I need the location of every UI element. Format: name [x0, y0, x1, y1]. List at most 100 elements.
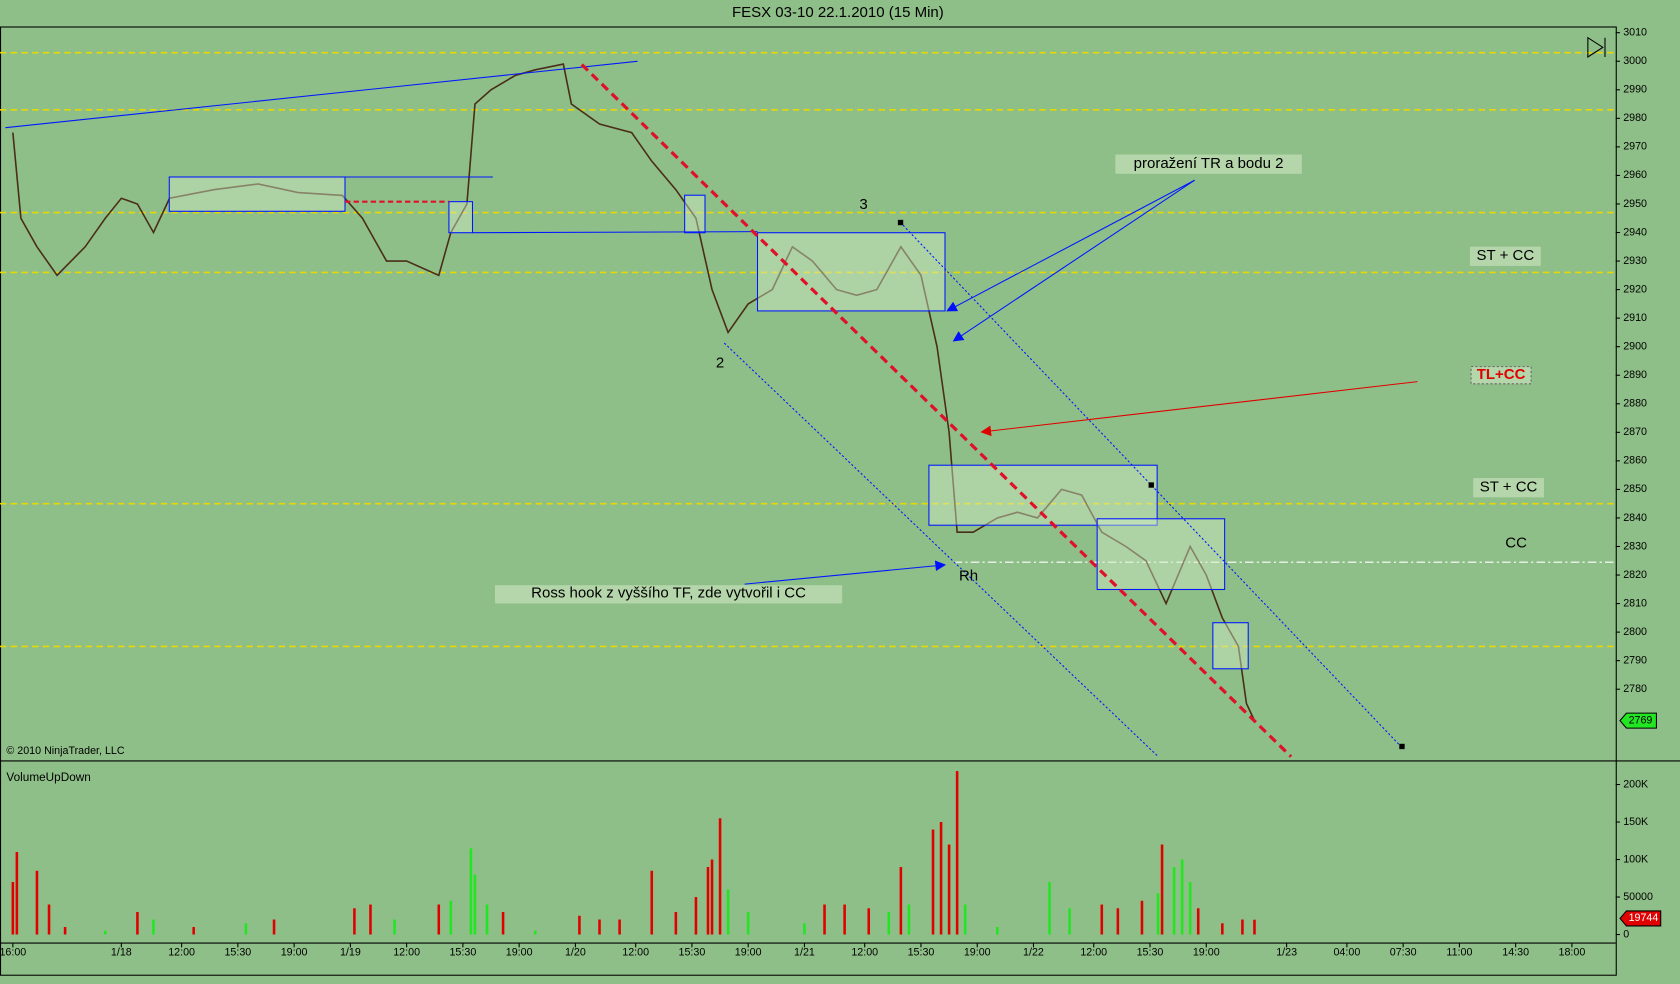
icon: [1587, 36, 1606, 58]
y-tick-label: 2840: [1623, 512, 1647, 524]
arrow: [952, 179, 1195, 342]
x-tick-label: 1/21: [794, 947, 815, 959]
x-tick-label: 15:30: [224, 947, 251, 959]
volume-bar: [726, 889, 730, 935]
annotation: CC: [1505, 534, 1527, 551]
y-tick-label: 2820: [1623, 569, 1647, 581]
x-tick-label: 19:00: [281, 947, 308, 959]
volume-bar: [103, 930, 107, 935]
annotation: proražení TR a bodu 2: [1134, 155, 1284, 172]
range-box: [1096, 518, 1226, 591]
volume-bar: [353, 908, 356, 935]
annotation: 3: [859, 196, 867, 213]
volume-bar: [955, 771, 959, 935]
anchor: [1399, 743, 1405, 750]
trend-line: [472, 231, 758, 234]
volume-bar: [1140, 900, 1144, 935]
volume-bar: [369, 904, 372, 935]
volume-bar: [469, 848, 473, 935]
volume-bar: [1180, 859, 1184, 935]
x-tick-label: 12:00: [1080, 947, 1107, 959]
y-tick-label: 0: [1623, 928, 1629, 940]
y-tick-label: 3010: [1623, 27, 1647, 39]
volume-bar: [11, 882, 15, 935]
x-tick-label: 1/22: [1023, 947, 1044, 959]
y-tick-label: 2880: [1623, 398, 1647, 410]
volume-bar: [501, 912, 505, 935]
arrow: [744, 560, 947, 585]
volume-bar: [710, 859, 714, 935]
volume-bar: [192, 927, 195, 935]
volume-bar: [152, 919, 155, 935]
volume-bar: [578, 915, 581, 935]
volume-bar: [272, 919, 276, 935]
y-tick-label: 50000: [1623, 891, 1653, 903]
volume-bar: [907, 904, 911, 935]
y-tick-label: 150K: [1623, 816, 1649, 828]
volume-bar: [694, 897, 698, 935]
volume-bar: [1100, 904, 1104, 935]
chart-title: FESX 03-10 22.1.2010 (15 Min): [732, 4, 944, 21]
volume-bar: [35, 870, 39, 935]
x-tick-label: 19:00: [1193, 947, 1220, 959]
range-box: [1212, 622, 1249, 670]
volume-bar: [1241, 919, 1244, 935]
x-tick-label: 1/23: [1276, 947, 1297, 959]
volume-bar: [15, 852, 19, 935]
volume-bar: [706, 867, 710, 935]
volume-bar: [1116, 908, 1120, 935]
volume-bar: [803, 923, 806, 935]
y-tick-label: 2790: [1623, 654, 1647, 666]
last-volume-label: 19744: [1629, 912, 1659, 924]
y-tick-label: 2910: [1623, 312, 1647, 324]
x-tick-label: 14:30: [1502, 947, 1529, 959]
x-tick-label: 15:30: [1137, 947, 1164, 959]
volume-bar: [1048, 882, 1051, 935]
volume-bar: [1172, 867, 1176, 935]
volume-bar: [473, 874, 477, 935]
volume-bar: [650, 870, 654, 935]
y-tick-label: 100K: [1623, 853, 1649, 865]
volume-bar: [136, 912, 139, 935]
trend-line: [5, 60, 638, 129]
anchor: [1148, 482, 1154, 488]
y-tick-label: 2810: [1623, 597, 1647, 609]
x-tick-label: 15:30: [449, 947, 476, 959]
volume-bar: [244, 923, 248, 935]
volume-bar: [47, 904, 51, 935]
y-tick-label: 2890: [1623, 369, 1647, 381]
annotation-box: [495, 585, 843, 604]
annotation: Rh: [959, 568, 978, 585]
volume-bar: [947, 844, 951, 935]
x-tick-label: 18:00: [1559, 947, 1586, 959]
x-tick-label: 19:00: [506, 947, 533, 959]
volume-bar: [393, 919, 396, 935]
y-tick-label: 2990: [1623, 84, 1647, 96]
anchor: [897, 219, 904, 226]
volume-bar: [1188, 882, 1192, 935]
frame: [0, 26, 1617, 976]
annotation-box: [1470, 246, 1541, 266]
x-tick-label: 12:00: [168, 947, 195, 959]
volume-bar: [485, 904, 489, 935]
volume-bar: [1221, 923, 1224, 935]
annotation-box: [1115, 154, 1302, 174]
x-tick-label: 1/18: [111, 947, 132, 959]
channel-line: [899, 221, 1402, 748]
y-tick-label: 2780: [1623, 683, 1647, 695]
y-tick-label: 3000: [1623, 55, 1647, 67]
y-tick-label: 2830: [1623, 540, 1647, 552]
volume-bar: [533, 930, 537, 935]
y-tick-label: 2800: [1623, 626, 1647, 638]
volume-bar: [598, 919, 601, 935]
x-tick-label: 12:00: [622, 947, 649, 959]
y-tick-label: 2930: [1623, 255, 1647, 267]
x-tick-label: 12:00: [393, 947, 420, 959]
volume-bar: [718, 818, 722, 935]
volume-bar: [867, 908, 871, 935]
volume-bar: [996, 927, 999, 935]
annotation: ST + CC: [1480, 479, 1538, 496]
volume-bar: [887, 912, 891, 935]
volume-bar: [1196, 908, 1200, 935]
